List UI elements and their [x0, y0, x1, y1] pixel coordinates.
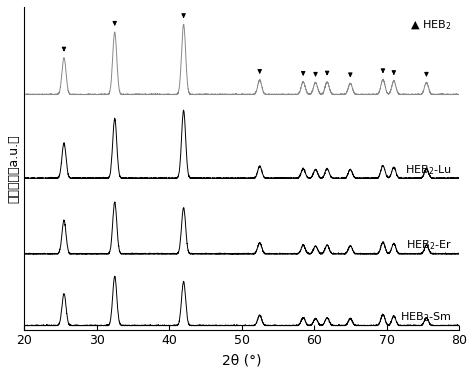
- Text: HEB$_2$-Sm: HEB$_2$-Sm: [401, 310, 452, 324]
- X-axis label: 2θ (°): 2θ (°): [222, 353, 261, 367]
- Text: HEB$_2$-Er: HEB$_2$-Er: [406, 239, 452, 252]
- Text: ▲ HEB$_2$: ▲ HEB$_2$: [410, 19, 452, 33]
- Y-axis label: 相对强度（a.u.）: 相对强度（a.u.）: [7, 134, 20, 203]
- Text: HEB$_2$-Lu: HEB$_2$-Lu: [405, 163, 452, 177]
